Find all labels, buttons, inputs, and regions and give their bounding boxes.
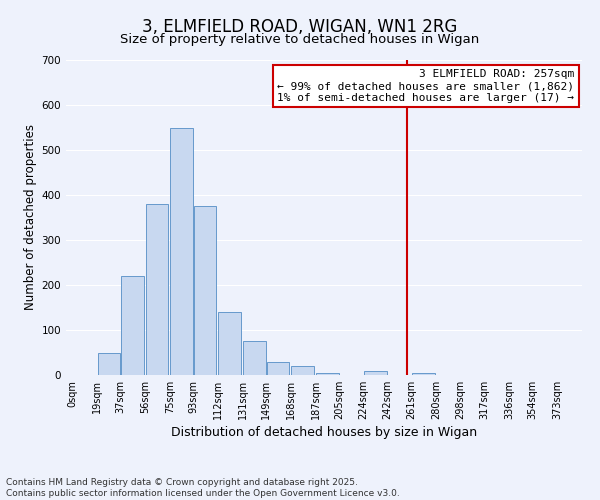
- Text: 3, ELMFIELD ROAD, WIGAN, WN1 2RG: 3, ELMFIELD ROAD, WIGAN, WN1 2RG: [142, 18, 458, 36]
- Bar: [266, 362, 289, 375]
- Y-axis label: Number of detached properties: Number of detached properties: [25, 124, 37, 310]
- Text: 3 ELMFIELD ROAD: 257sqm
← 99% of detached houses are smaller (1,862)
1% of semi-: 3 ELMFIELD ROAD: 257sqm ← 99% of detache…: [277, 70, 574, 102]
- Bar: [146, 204, 168, 375]
- Bar: [170, 128, 193, 375]
- Text: Size of property relative to detached houses in Wigan: Size of property relative to detached ho…: [121, 32, 479, 46]
- Bar: [316, 373, 338, 375]
- Text: Contains HM Land Registry data © Crown copyright and database right 2025.
Contai: Contains HM Land Registry data © Crown c…: [6, 478, 400, 498]
- Bar: [121, 276, 143, 375]
- Bar: [291, 366, 314, 375]
- Bar: [412, 373, 435, 375]
- Bar: [218, 312, 241, 375]
- Bar: [364, 370, 386, 375]
- Bar: [243, 341, 266, 375]
- Bar: [194, 206, 217, 375]
- X-axis label: Distribution of detached houses by size in Wigan: Distribution of detached houses by size …: [171, 426, 477, 439]
- Bar: [98, 352, 120, 375]
